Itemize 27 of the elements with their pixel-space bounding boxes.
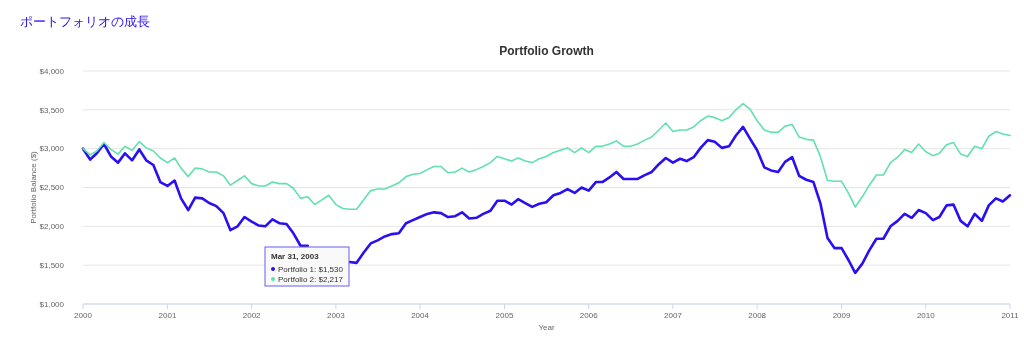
x-tick-label: 2001 [158,311,177,320]
x-tick-label: 2003 [326,311,346,320]
x-tick-label: 2009 [832,311,852,320]
x-tick-label: 2005 [495,311,514,320]
chart-title: ポートフォリオの成長 [20,14,150,29]
y-tick-label: $3,500 [39,105,65,115]
x-tick-label: 2007 [664,311,683,320]
annotation: Portfolio 1: $1,530 [278,265,344,274]
x-tick-label: 2006 [579,311,599,320]
x-tick-label: 2008 [748,311,767,320]
annotation: Portfolio 2: $2,217 [278,275,344,284]
y-tick-label: $2,500 [39,183,65,193]
x-axis-title: Year [538,323,555,332]
y-tick-label: $1,500 [39,260,65,270]
y-tick-label: $1,000 [39,299,65,309]
y-axis-title: Portfolio Balance ($) [29,150,38,224]
y-tick-label: $2,000 [39,222,65,232]
annotation: Mar 31, 2003 [271,252,320,261]
x-tick-label: 2011 [1001,311,1020,320]
x-tick-label: 2002 [242,311,262,320]
x-tick-label: 2000 [74,311,93,320]
x-tick-label: 2010 [916,311,936,320]
y-tick-label: $3,000 [39,144,65,154]
y-tick-label: $4,000 [39,66,65,76]
x-tick-label: 2004 [411,311,430,320]
line-series [82,102,1011,211]
chart-subtitle: Portfolio Growth [499,44,594,58]
